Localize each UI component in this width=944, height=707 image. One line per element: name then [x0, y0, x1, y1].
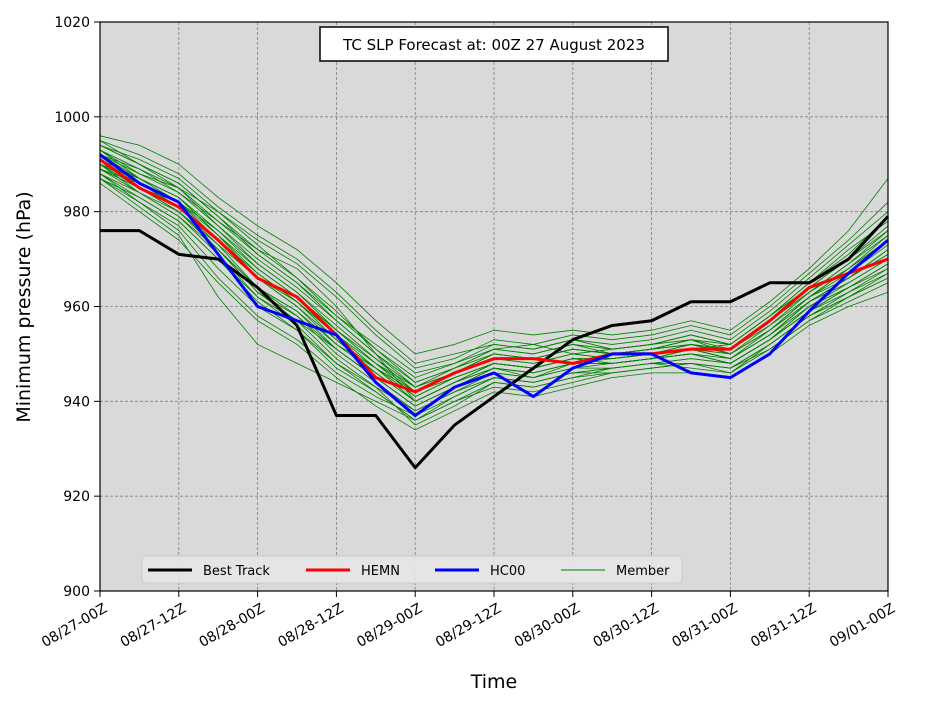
best-track-line — [100, 215, 890, 470]
y-tick-label: 960 — [63, 300, 90, 316]
member-line — [99, 178, 889, 421]
member-lines — [99, 135, 889, 431]
y-tick-label: 1020 — [54, 15, 90, 31]
y-tick-label: 980 — [63, 205, 90, 221]
hc00-line — [99, 153, 889, 418]
member-line — [99, 144, 889, 369]
x-axis-label: Time — [470, 671, 518, 693]
hemn-line — [99, 158, 889, 394]
legend-box — [141, 555, 683, 584]
legend-label: Member — [616, 564, 670, 579]
grid-lines — [100, 22, 888, 591]
y-axis-label: Minimum pressure (hPa) — [13, 191, 35, 422]
member-line — [99, 135, 889, 355]
legend-label: Best Track — [203, 564, 270, 579]
legend-label: HC00 — [490, 564, 525, 579]
chart-title-box: TC SLP Forecast at: 00Z 27 August 2023 — [319, 26, 669, 62]
main-series-lines — [99, 153, 890, 470]
y-axis: 900 920 940 960 980 1000 1020 — [54, 15, 100, 600]
legend: Best Track HEMN HC00 Member — [141, 555, 683, 584]
chart-title: TC SLP Forecast at: 00Z 27 August 2023 — [342, 36, 645, 54]
member-line — [99, 159, 889, 402]
member-line — [99, 178, 889, 421]
y-tick-label: 920 — [63, 489, 90, 505]
y-tick-label: 900 — [63, 584, 90, 600]
y-tick-label: 1000 — [54, 110, 90, 126]
y-tick-label: 940 — [63, 394, 90, 410]
legend-label: HEMN — [361, 564, 400, 579]
member-line — [99, 140, 889, 388]
member-line — [99, 168, 889, 407]
